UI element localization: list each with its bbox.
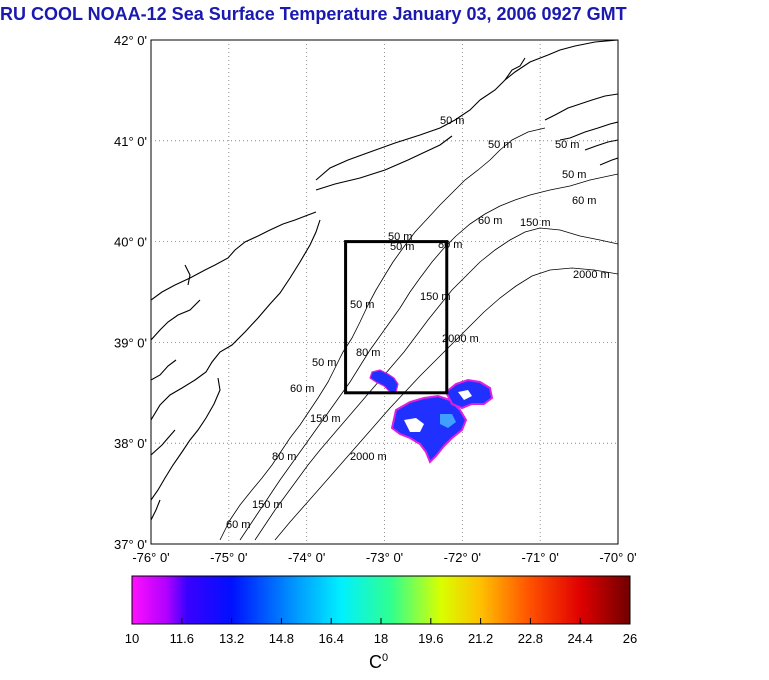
graticule bbox=[151, 40, 618, 544]
contour-label: 60 m bbox=[572, 195, 596, 207]
colorbar-tick-label: 26 bbox=[623, 631, 637, 646]
study-area-box bbox=[344, 240, 449, 395]
bathymetry-contours bbox=[219, 127, 618, 541]
contour-label: 50 m bbox=[390, 241, 414, 253]
colorbar-tick-label: 14.8 bbox=[269, 631, 294, 646]
contour-label: 50 m bbox=[555, 139, 579, 151]
lat-tick-label: 39° 0' bbox=[114, 335, 147, 350]
contour-label: 150 m bbox=[420, 291, 451, 303]
longitude-labels: -76° 0' -75° 0' -74° 0' -73° 0' -72° 0' -71° … bbox=[132, 550, 636, 565]
sst-cloud-free-patches bbox=[369, 369, 494, 464]
colorbar-unit: C0 bbox=[369, 652, 388, 673]
colorbar-tick-label: 11.6 bbox=[170, 631, 194, 646]
contour-label: 50 m bbox=[312, 357, 336, 369]
lon-tick-label: -72° 0' bbox=[444, 550, 481, 565]
colorbar-tick-label: 22.8 bbox=[518, 631, 543, 646]
coastline bbox=[151, 40, 618, 521]
lat-tick-label: 40° 0' bbox=[114, 235, 147, 250]
colorbar-tick-label: 16.4 bbox=[319, 631, 344, 646]
colorbar-tick-label: 10 bbox=[125, 631, 139, 646]
colorbar-unit-text: C bbox=[369, 652, 382, 672]
contour-label: 50 m bbox=[562, 169, 586, 181]
colorbar-tick-label: 21.2 bbox=[468, 631, 493, 646]
lat-tick-label: 38° 0' bbox=[114, 436, 147, 451]
lon-tick-label: -71° 0' bbox=[522, 550, 559, 565]
lon-tick-label: -74° 0' bbox=[288, 550, 325, 565]
latitude-labels: 42° 0' 41° 0' 40° 0' 39° 0' 38° 0' 37° 0' bbox=[114, 33, 147, 552]
contour-label: 150 m bbox=[520, 217, 551, 229]
contour-label: 50 m bbox=[440, 115, 464, 127]
lat-tick-label: 37° 0' bbox=[114, 537, 147, 552]
lat-tick-label: 41° 0' bbox=[114, 134, 147, 149]
colorbar-tick-label: 19.6 bbox=[418, 631, 443, 646]
colorbar-tick-label: 24.4 bbox=[568, 631, 593, 646]
contour-label: 50 m bbox=[388, 231, 412, 243]
colorbar-tick-label: 13.2 bbox=[219, 631, 244, 646]
contour-label: 60 m bbox=[226, 519, 250, 531]
colorbar-tick-label: 18 bbox=[374, 631, 388, 646]
lon-tick-label: -70° 0' bbox=[599, 550, 636, 565]
contour-label: 60 m bbox=[478, 215, 502, 227]
lon-tick-label: -75° 0' bbox=[210, 550, 247, 565]
contour-label: 80 m bbox=[356, 347, 380, 359]
contour-labels: 50 m 50 m 50 m 50 m 60 m 150 m 2000 m 80… bbox=[226, 115, 610, 531]
map-title: RU COOL NOAA-12 Sea Surface Temperature … bbox=[0, 4, 627, 24]
contour-label: 50 m bbox=[350, 299, 374, 311]
contour-label: 60 m bbox=[290, 383, 314, 395]
lon-tick-label: -73° 0' bbox=[366, 550, 403, 565]
lat-tick-label: 42° 0' bbox=[114, 33, 147, 48]
contour-label: 150 m bbox=[310, 413, 341, 425]
colorbar-ticks: 10 11.6 13.2 14.8 16.4 18 19.6 21.2 22.8 24.4 26 bbox=[125, 618, 637, 646]
contour-label: 2000 m bbox=[442, 333, 479, 345]
colorbar bbox=[131, 575, 631, 625]
contour-label: 2000 m bbox=[350, 451, 387, 463]
contour-label: 80 m bbox=[272, 451, 296, 463]
contour-label: 150 m bbox=[252, 499, 283, 511]
contour-label: 80 m bbox=[438, 239, 462, 251]
lon-tick-label: -76° 0' bbox=[132, 550, 169, 565]
contour-label: 50 m bbox=[488, 139, 512, 151]
colorbar-unit-sup: 0 bbox=[382, 652, 389, 664]
contour-label: 2000 m bbox=[573, 269, 610, 281]
